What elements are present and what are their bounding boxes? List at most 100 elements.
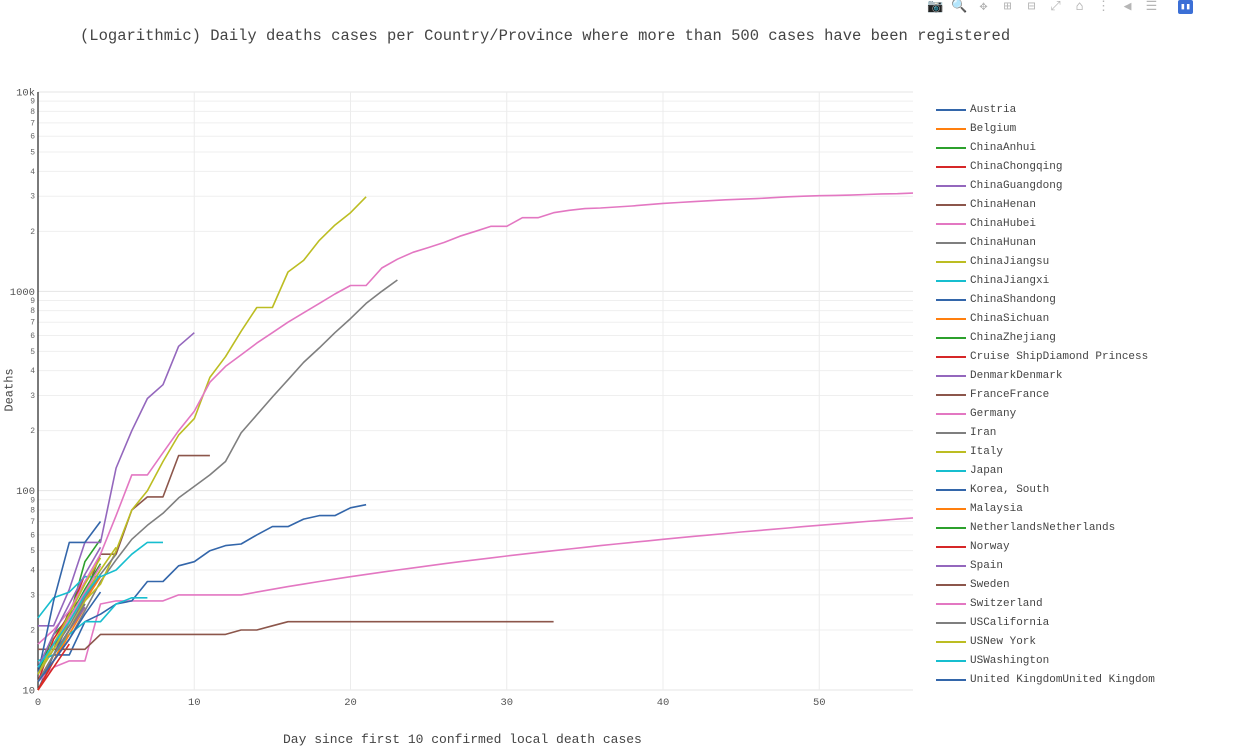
autoscale-icon[interactable]: ⤢ xyxy=(1050,0,1061,14)
legend-item[interactable]: Spain xyxy=(936,556,1155,575)
legend-label: Germany xyxy=(970,407,1017,420)
legend-label: Cruise ShipDiamond Princess xyxy=(970,350,1149,363)
series-line-28[interactable] xyxy=(37,557,102,675)
legend-label: Spain xyxy=(970,559,1004,572)
hover-compare-icon[interactable]: ☰ xyxy=(1145,0,1158,14)
y-minor-tick-label: 2 xyxy=(30,626,35,635)
hover-closest-icon[interactable]: ◀ xyxy=(1123,0,1132,14)
legend-swatch xyxy=(936,108,966,111)
series-line-29[interactable] xyxy=(37,573,102,668)
legend-label: ChinaJiangsu xyxy=(970,255,1050,268)
legend-item[interactable]: ChinaChongqing xyxy=(936,157,1155,176)
legend-item[interactable]: ChinaAnhui xyxy=(936,138,1155,157)
legend-item[interactable]: Belgium xyxy=(936,119,1155,138)
camera-icon[interactable]: 📷 xyxy=(927,0,944,14)
y-minor-tick-label: 3 xyxy=(30,392,35,401)
legend-item[interactable]: FranceFrance xyxy=(936,385,1155,404)
y-minor-tick-label: 4 xyxy=(30,168,35,177)
legend-item[interactable]: Cruise ShipDiamond Princess xyxy=(936,347,1155,366)
series-line-8[interactable] xyxy=(37,196,367,683)
legend-item[interactable]: NetherlandsNetherlands xyxy=(936,518,1155,537)
series-line-10[interactable] xyxy=(37,503,367,662)
legend-item[interactable]: Japan xyxy=(936,461,1155,480)
legend-item[interactable]: Sweden xyxy=(936,575,1155,594)
zoom-in-icon[interactable]: ⊞ xyxy=(1003,0,1012,14)
legend-label: Japan xyxy=(970,464,1004,477)
y-minor-tick-label: 8 xyxy=(30,307,35,316)
series-line-16[interactable] xyxy=(37,192,914,645)
legend-item[interactable]: ChinaHubei xyxy=(936,214,1155,233)
spike-lines-icon[interactable]: ⋮ xyxy=(1097,0,1110,14)
series-line-15[interactable] xyxy=(37,620,554,675)
legend-item[interactable]: DenmarkDenmark xyxy=(936,366,1155,385)
legend-item[interactable]: Iran xyxy=(936,423,1155,442)
legend-swatch xyxy=(936,678,966,681)
legend-swatch xyxy=(936,393,966,396)
series-line-27[interactable] xyxy=(37,603,86,683)
legend-swatch xyxy=(936,469,966,472)
y-minor-tick-label: 9 xyxy=(30,297,35,306)
legend-item[interactable]: Korea, South xyxy=(936,480,1155,499)
legend-label: NetherlandsNetherlands xyxy=(970,521,1116,534)
series-line-24[interactable] xyxy=(37,546,102,668)
zoom-icon[interactable]: 🔍 xyxy=(951,0,968,14)
legend-item[interactable]: ChinaZhejiang xyxy=(936,328,1155,347)
legend-item[interactable]: ChinaHenan xyxy=(936,195,1155,214)
legend-item[interactable]: Austria xyxy=(936,100,1155,119)
legend-label: Belgium xyxy=(970,122,1017,135)
zoom-out-icon[interactable]: ⊟ xyxy=(1027,0,1036,14)
series-line-13[interactable] xyxy=(37,643,70,691)
legend-label: ChinaShandong xyxy=(970,293,1056,306)
legend-swatch xyxy=(936,241,966,244)
legend-swatch xyxy=(936,317,966,320)
legend-item[interactable]: Norway xyxy=(936,537,1155,556)
legend-swatch xyxy=(936,545,966,548)
legend-swatch xyxy=(936,184,966,187)
home-icon[interactable]: ⌂ xyxy=(1075,0,1084,14)
legend-item[interactable]: USCalifornia xyxy=(936,613,1155,632)
y-tick-label: 10k xyxy=(16,88,35,100)
legend-swatch xyxy=(936,450,966,453)
legend-item[interactable]: ChinaHunan xyxy=(936,233,1155,252)
legend-item[interactable]: ChinaSichuan xyxy=(936,309,1155,328)
legend-swatch xyxy=(936,640,966,643)
legend-item[interactable]: ChinaGuangdong xyxy=(936,176,1155,195)
legend-item[interactable]: ChinaShandong xyxy=(936,290,1155,309)
y-minor-tick-label: 6 xyxy=(30,133,35,142)
legend-swatch xyxy=(936,412,966,415)
series-layer xyxy=(37,192,914,691)
legend-swatch xyxy=(936,659,966,662)
legend-item[interactable]: Switzerland xyxy=(936,594,1155,613)
series-line-9[interactable] xyxy=(37,541,163,619)
legend-item[interactable]: Italy xyxy=(936,442,1155,461)
series-line-20[interactable] xyxy=(37,521,102,675)
legend-label: Iran xyxy=(970,426,997,439)
y-tick-label: 10 xyxy=(22,686,35,698)
series-line-6[interactable] xyxy=(37,517,914,683)
legend-swatch xyxy=(936,526,966,529)
legend-label: Korea, South xyxy=(970,483,1050,496)
legend-swatch xyxy=(936,602,966,605)
y-minor-tick-label: 4 xyxy=(30,367,35,376)
series-line-30[interactable] xyxy=(37,591,102,683)
legend-item[interactable]: USWashington xyxy=(936,651,1155,670)
x-tick-label: 30 xyxy=(500,697,513,709)
series-line-7[interactable] xyxy=(37,279,398,691)
legend-item[interactable]: ChinaJiangxi xyxy=(936,271,1155,290)
y-minor-tick-label: 3 xyxy=(30,591,35,600)
legend-item[interactable]: USNew York xyxy=(936,632,1155,651)
series-line-5[interactable] xyxy=(38,454,210,651)
plotly-logo-icon[interactable]: ▮▮ xyxy=(1178,0,1193,14)
legend-label: ChinaJiangxi xyxy=(970,274,1050,287)
legend-item[interactable]: United KingdomUnited Kingdom xyxy=(936,670,1155,689)
legend-item[interactable]: Germany xyxy=(936,404,1155,423)
legend-label: Austria xyxy=(970,103,1017,116)
legend-item[interactable]: Malaysia xyxy=(936,499,1155,518)
x-tick-label: 0 xyxy=(35,697,41,709)
legend-swatch xyxy=(936,374,966,377)
legend-item[interactable]: ChinaJiangsu xyxy=(936,252,1155,271)
series-line-4[interactable] xyxy=(38,332,195,627)
pan-icon[interactable]: ✥ xyxy=(979,0,988,14)
